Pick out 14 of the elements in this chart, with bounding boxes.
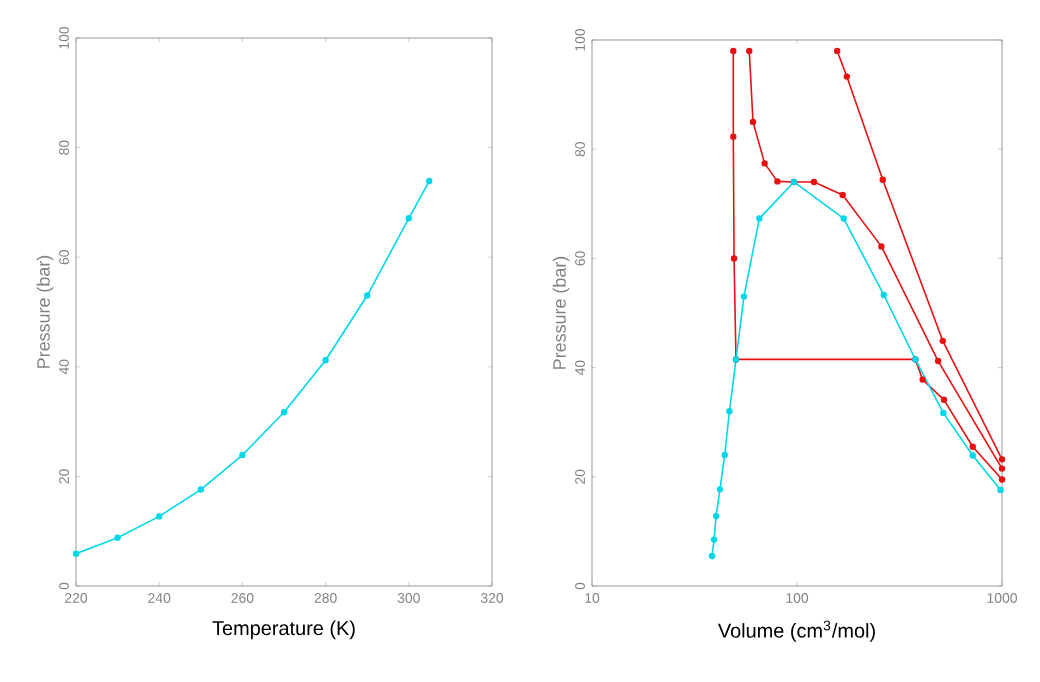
point: [426, 177, 433, 185]
point: [364, 292, 371, 299]
y-axis-title: Pressure (bar): [36, 255, 54, 368]
y-axis-title: Pressure (bar): [552, 256, 570, 369]
point: [114, 534, 121, 541]
point: [197, 486, 204, 493]
point: [72, 550, 80, 557]
point: [239, 451, 246, 459]
x-axis-title: Volume (cm$^{3}$/mol): [717, 620, 875, 642]
point: [156, 513, 163, 520]
point: [280, 409, 288, 416]
point: [322, 357, 329, 364]
x-axis-title: Temperature (K): [212, 620, 355, 640]
point: [405, 215, 412, 222]
